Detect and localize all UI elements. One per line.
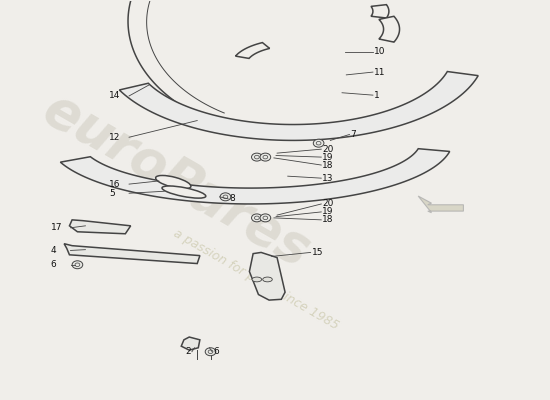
Text: 14: 14 [109,92,121,100]
Circle shape [205,348,216,356]
Circle shape [260,153,271,161]
Text: 5: 5 [109,189,115,198]
Polygon shape [119,72,478,140]
Text: 18: 18 [322,160,334,170]
Text: a passion for parts since 1985: a passion for parts since 1985 [171,227,341,332]
Text: 15: 15 [312,248,323,257]
Circle shape [251,153,262,161]
Circle shape [220,193,231,201]
Polygon shape [249,252,285,300]
Text: 20: 20 [322,145,334,154]
Text: 8: 8 [229,194,235,203]
Text: 16: 16 [109,180,121,189]
Text: 19: 19 [322,152,334,162]
Text: euroPares: euroPares [33,83,318,278]
Text: 4: 4 [51,246,57,255]
Ellipse shape [252,277,262,282]
Circle shape [72,261,82,269]
Text: 7: 7 [350,130,356,139]
Polygon shape [60,149,450,204]
Polygon shape [235,42,270,58]
Text: 6: 6 [51,260,57,269]
Polygon shape [69,220,131,234]
Circle shape [251,214,262,222]
Text: 20: 20 [322,200,334,208]
Text: 6: 6 [213,347,219,356]
Ellipse shape [156,176,191,189]
Text: 10: 10 [374,47,386,56]
Polygon shape [371,5,389,18]
Text: 13: 13 [322,174,334,183]
Polygon shape [418,196,464,213]
Text: 12: 12 [109,133,121,142]
Polygon shape [64,244,200,264]
Text: 17: 17 [51,223,62,232]
Text: 1: 1 [374,91,379,100]
Text: 2: 2 [185,347,191,356]
Text: 18: 18 [322,215,334,224]
Ellipse shape [162,186,206,198]
Polygon shape [182,337,200,350]
Text: 19: 19 [322,208,334,216]
Circle shape [260,214,271,222]
Polygon shape [379,16,399,42]
Ellipse shape [263,277,272,282]
Text: 11: 11 [374,68,386,76]
Circle shape [314,139,324,147]
